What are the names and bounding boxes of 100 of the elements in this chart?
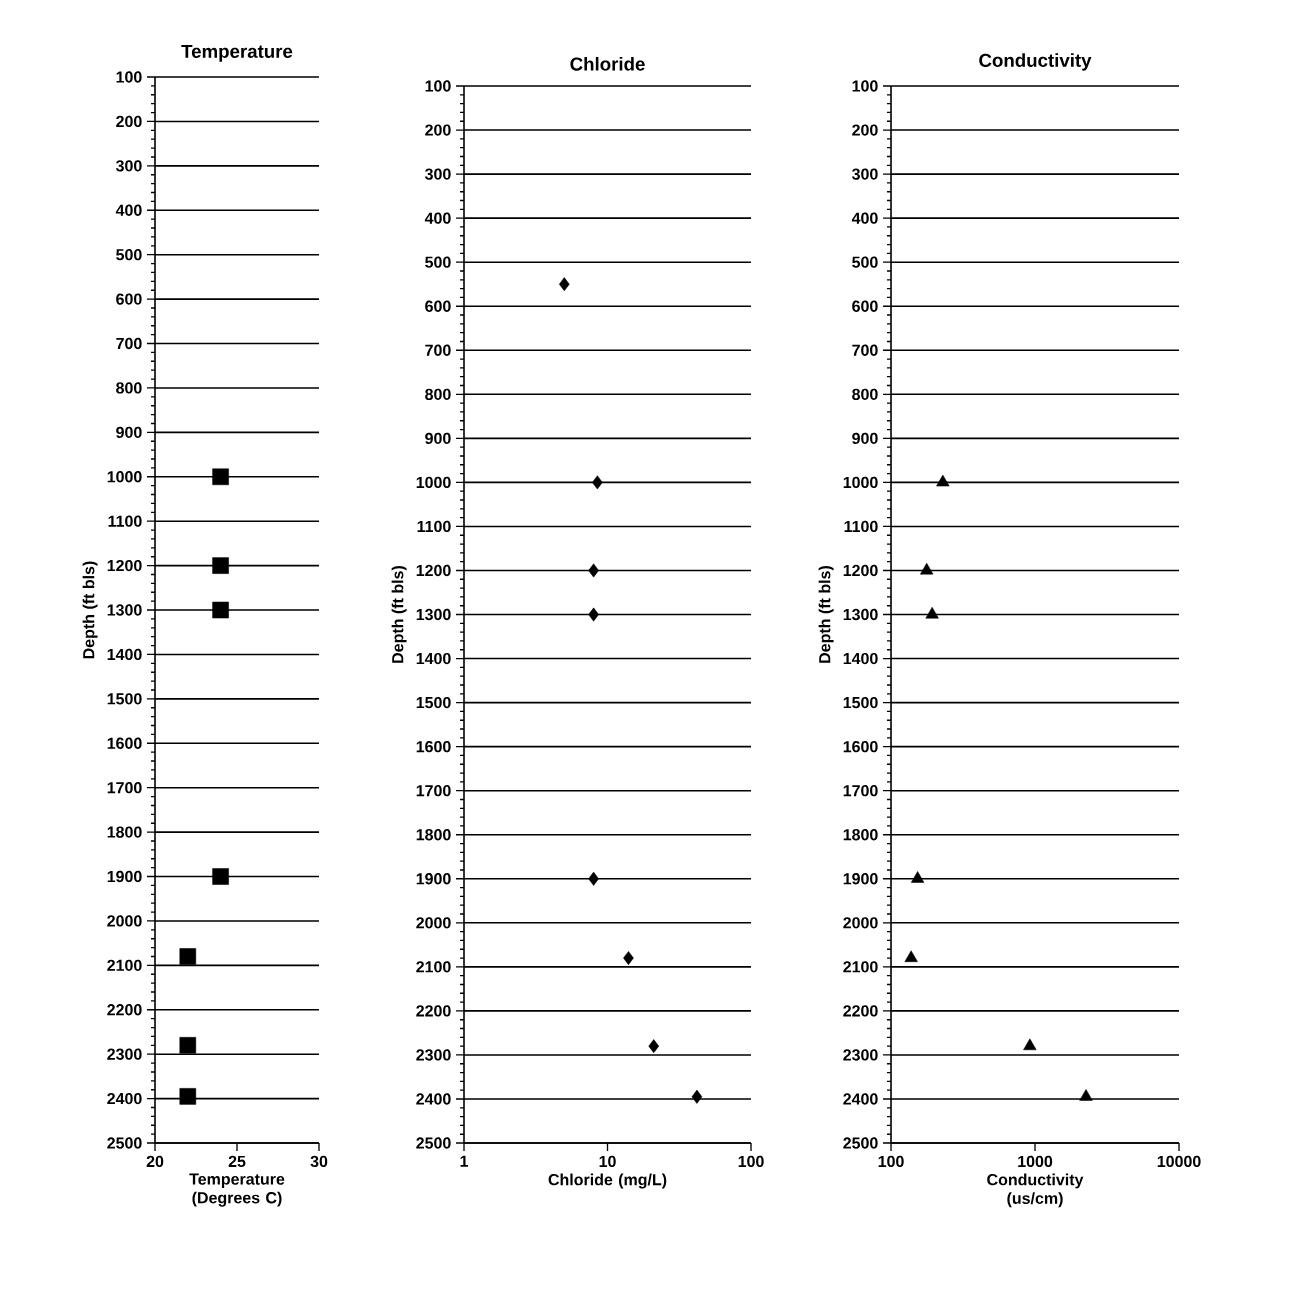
y-tick-label: 2500 — [416, 1137, 451, 1149]
x-axis-title: Conductivity (us/cm) — [987, 1173, 1084, 1208]
y-tick-label: 300 — [851, 168, 878, 180]
y-tick-label: 1500 — [416, 696, 451, 709]
point — [179, 1088, 197, 1105]
y-tick-label: 2500 — [843, 1137, 878, 1149]
y-tick-label: 800 — [425, 388, 451, 400]
y-tick-label: 2200 — [107, 1004, 142, 1016]
y-tick-label: 1400 — [107, 648, 142, 661]
y-tick-label: 900 — [116, 426, 142, 439]
y-tick-label: 1700 — [416, 785, 451, 797]
y-tick-label: 800 — [852, 388, 878, 400]
y-tick-label: 1200 — [843, 564, 878, 577]
point — [179, 948, 197, 965]
y-tick-label: 700 — [852, 344, 878, 356]
y-axis-title: Depth (ft bls) — [391, 566, 407, 663]
y-axis-title: Depth (ft bls) — [82, 561, 98, 659]
y-tick-label: 200 — [116, 115, 142, 128]
y-tick-label: 1800 — [416, 829, 451, 841]
y-tick-label: 2000 — [107, 915, 142, 927]
y-tick-label: 100 — [425, 80, 451, 92]
y-tick-label: 1900 — [843, 873, 878, 885]
y-tick-label: 1000 — [843, 476, 878, 489]
x-tick-label: 100 — [878, 1155, 904, 1168]
chart-title: Conductivity — [979, 53, 1092, 71]
y-tick-label: 1600 — [107, 737, 142, 749]
y-tick-label: 2300 — [107, 1048, 142, 1060]
y-tick-label: 1000 — [416, 476, 451, 489]
y-tick-label: 1900 — [107, 870, 142, 883]
point — [212, 601, 229, 619]
y-tick-label: 2300 — [416, 1049, 451, 1061]
x-tick-label: 10 — [599, 1155, 616, 1168]
x-tick-label: 1 — [460, 1155, 468, 1167]
y-tick-label: 100 — [852, 80, 878, 92]
y-tick-label: 900 — [425, 432, 451, 445]
chart-title: Chloride — [570, 56, 645, 71]
y-tick-label: 500 — [852, 256, 878, 268]
y-tick-label: 200 — [425, 124, 451, 136]
y-tick-label: 1300 — [416, 608, 451, 621]
y-tick-label: 700 — [425, 344, 451, 356]
y-tick-label: 1500 — [843, 696, 878, 709]
y-tick-label: 1800 — [107, 826, 142, 838]
y-tick-label: 400 — [424, 212, 451, 224]
y-tick-label: 2100 — [416, 961, 451, 973]
y-tick-label: 600 — [852, 300, 878, 312]
y-tick-label: 1400 — [843, 652, 878, 665]
x-tick-label: 100 — [738, 1155, 764, 1168]
y-tick-label: 2000 — [843, 917, 878, 929]
y-tick-label: 1700 — [107, 782, 142, 794]
x-tick-label: 1000 — [1018, 1155, 1053, 1168]
y-tick-label: 1300 — [107, 604, 142, 616]
x-tick-label: 10000 — [1157, 1155, 1201, 1168]
x-axis-title: Chloride (mg/L) — [548, 1173, 667, 1189]
y-axis-title: Depth (ft bls) — [818, 566, 834, 663]
y-tick-label: 2000 — [416, 917, 451, 929]
y-tick-label: 200 — [852, 124, 878, 136]
y-tick-label: 400 — [115, 204, 142, 216]
y-tick-label: 2100 — [843, 961, 878, 973]
y-tick-label: 1100 — [108, 515, 142, 527]
y-tick-label: 2300 — [843, 1049, 878, 1061]
y-tick-label: 1500 — [107, 693, 142, 705]
y-tick-label: 2200 — [416, 1005, 451, 1017]
y-tick-label: 900 — [852, 432, 878, 445]
y-tick-label: 1600 — [416, 740, 451, 753]
y-tick-label: 2400 — [107, 1092, 142, 1105]
y-tick-label: 2500 — [107, 1137, 142, 1149]
y-tick-label: 700 — [116, 337, 142, 350]
y-tick-label: 2400 — [843, 1093, 878, 1105]
point — [179, 1037, 197, 1054]
y-tick-label: 1000 — [107, 471, 142, 483]
y-tick-label: 1300 — [843, 608, 878, 621]
point — [212, 468, 229, 486]
y-tick-label: 2100 — [107, 959, 142, 972]
y-tick-label: 1400 — [416, 652, 451, 665]
y-tick-label: 1200 — [416, 564, 451, 577]
chart-title: Temperature — [181, 44, 293, 62]
x-tick-label: 30 — [310, 1155, 328, 1168]
x-axis-title: Temperature (Degrees C) — [189, 1173, 285, 1207]
y-tick-label: 300 — [424, 168, 451, 180]
y-tick-label: 400 — [851, 212, 878, 224]
point — [212, 557, 229, 574]
y-tick-label: 1700 — [843, 785, 878, 797]
y-tick-label: 600 — [116, 293, 142, 305]
y-tick-label: 500 — [116, 249, 142, 261]
y-tick-label: 2400 — [416, 1093, 451, 1105]
y-tick-label: 2200 — [843, 1005, 878, 1017]
point — [212, 868, 229, 885]
x-tick-label: 20 — [146, 1155, 164, 1168]
y-tick-label: 800 — [116, 382, 142, 394]
y-tick-label: 1800 — [843, 829, 878, 841]
y-tick-label: 1600 — [843, 740, 878, 753]
y-tick-label: 1200 — [107, 559, 142, 572]
y-tick-label: 500 — [425, 256, 451, 268]
x-tick-label: 25 — [228, 1155, 246, 1168]
y-tick-label: 1100 — [417, 520, 451, 533]
y-tick-label: 1100 — [844, 520, 878, 533]
y-tick-label: 600 — [425, 300, 451, 312]
y-tick-label: 100 — [116, 71, 142, 83]
y-tick-label: 300 — [115, 160, 142, 172]
y-tick-label: 1900 — [416, 873, 451, 885]
